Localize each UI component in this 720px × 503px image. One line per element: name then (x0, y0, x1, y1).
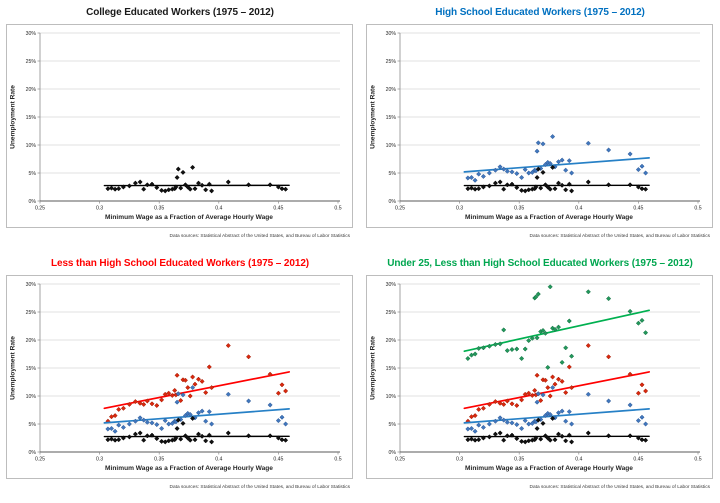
svg-text:20%: 20% (386, 87, 397, 93)
svg-text:0.25: 0.25 (35, 457, 45, 463)
plot-frame-college: 0% 5% 10% 15% 20% 25% 30% 0.25 0.3 0.35 0.4 0.45 0.5… (6, 24, 353, 228)
svg-text:25%: 25% (26, 59, 37, 65)
chart-title-less-than-high-school: Less than High School Educated Workers (… (50, 258, 310, 269)
svg-text:0.45: 0.45 (273, 206, 283, 212)
svg-text:0.5: 0.5 (334, 457, 341, 463)
source-note-text: Data sources: Statistical Abstract of th… (169, 233, 350, 239)
svg-text:0.35: 0.35 (154, 457, 164, 463)
svg-text:0.45: 0.45 (273, 457, 283, 463)
svg-text:Minimum Wage as a Fraction of: Minimum Wage as a Fraction of Average Ho… (465, 214, 633, 221)
svg-text:0.4: 0.4 (575, 206, 582, 212)
svg-text:0%: 0% (389, 450, 397, 456)
plot-frame-less-than-high-school: 0% 5% 10% 15% 20% 25% 30% 0.25 0.3 0.35 0.4 0.45 0.5… (6, 275, 353, 479)
svg-text:Unemployment Rate: Unemployment Rate (10, 85, 17, 149)
source-note: Data sources: Statistical Abstract of th… (169, 484, 350, 490)
source-note-text: Data sources: Statistical Abstract of th… (169, 484, 350, 490)
svg-text:30%: 30% (26, 31, 37, 37)
svg-text:0.3: 0.3 (456, 457, 463, 463)
scatter-plot-high-school: 0% 5% 10% 15% 20% 25% 30% 0.25 0.3 0.35 0.4 0.45 0.5… (370, 31, 702, 221)
svg-text:0.45: 0.45 (633, 206, 643, 212)
chart-title-college: College Educated Workers (1975 – 2012) (86, 7, 274, 18)
svg-text:10%: 10% (386, 394, 397, 400)
svg-text:0.3: 0.3 (96, 457, 103, 463)
svg-text:0.25: 0.25 (35, 206, 45, 212)
svg-text:Minimum Wage as a Fraction of: Minimum Wage as a Fraction of Average Ho… (465, 465, 633, 472)
svg-text:5%: 5% (389, 171, 397, 177)
svg-text:15%: 15% (386, 366, 397, 372)
svg-text:25%: 25% (386, 59, 397, 65)
svg-text:30%: 30% (386, 31, 397, 37)
plot-frame-high-school: 0% 5% 10% 15% 20% 25% 30% 0.25 0.3 0.35 0.4 0.45 0.5… (366, 24, 713, 228)
svg-text:15%: 15% (26, 366, 37, 372)
svg-text:15%: 15% (26, 115, 37, 121)
svg-text:20%: 20% (26, 87, 37, 93)
svg-text:10%: 10% (386, 143, 397, 149)
svg-text:0.5: 0.5 (694, 457, 701, 463)
svg-text:0%: 0% (29, 450, 37, 456)
svg-text:0.25: 0.25 (395, 206, 405, 212)
svg-text:15%: 15% (386, 115, 397, 121)
svg-text:0.35: 0.35 (154, 206, 164, 212)
svg-text:0.35: 0.35 (514, 206, 524, 212)
svg-text:5%: 5% (29, 422, 37, 428)
scatter-plot-under-25-less-than-high-school: 0% 5% 10% 15% 20% 25% 30% 0.25 0.3 0.35 0.4 0.45 0.5… (370, 282, 702, 472)
svg-text:25%: 25% (26, 310, 37, 316)
scatter-plot-less-than-high-school: 0% 5% 10% 15% 20% 25% 30% 0.25 0.3 0.35 0.4 0.45 0.5… (10, 282, 342, 472)
scatter-plot-college: 0% 5% 10% 15% 20% 25% 30% 0.25 0.3 0.35 0.4 0.45 0.5… (10, 31, 342, 221)
chart-cell-high-school: High School Educated Workers (1975 – 201… (360, 0, 720, 251)
chart-cell-under-25-less-than-high-school: Under 25, Less than High School Educated… (360, 251, 720, 503)
svg-text:0.5: 0.5 (334, 206, 341, 212)
svg-text:5%: 5% (29, 171, 37, 177)
source-note: Data sources: Statistical Abstract of th… (529, 233, 710, 239)
svg-text:0.4: 0.4 (215, 457, 222, 463)
svg-text:0%: 0% (29, 199, 37, 205)
svg-text:0.25: 0.25 (395, 457, 405, 463)
source-note-text: Data sources: Statistical Abstract of th… (529, 484, 710, 490)
chart-cell-less-than-high-school: Less than High School Educated Workers (… (0, 251, 360, 503)
svg-text:20%: 20% (386, 338, 397, 344)
source-note-text: Data sources: Statistical Abstract of th… (529, 233, 710, 239)
svg-text:0.45: 0.45 (633, 457, 643, 463)
svg-text:30%: 30% (386, 282, 397, 288)
svg-text:0%: 0% (389, 199, 397, 205)
svg-text:Unemployment Rate: Unemployment Rate (370, 336, 377, 400)
source-note: Data sources: Statistical Abstract of th… (529, 484, 710, 490)
svg-text:10%: 10% (26, 143, 37, 149)
svg-text:0.3: 0.3 (456, 206, 463, 212)
svg-text:10%: 10% (26, 394, 37, 400)
plot-frame-under-25-less-than-high-school: 0% 5% 10% 15% 20% 25% 30% 0.25 0.3 0.35 0.4 0.45 0.5… (366, 275, 713, 479)
svg-text:Unemployment Rate: Unemployment Rate (370, 85, 377, 149)
svg-text:Minimum Wage as a Fraction of: Minimum Wage as a Fraction of Average Ho… (105, 465, 273, 472)
svg-text:Minimum Wage as a Fraction of: Minimum Wage as a Fraction of Average Ho… (105, 214, 273, 221)
svg-text:Unemployment Rate: Unemployment Rate (10, 336, 17, 400)
chart-cell-college: College Educated Workers (1975 – 2012) 0… (0, 0, 360, 251)
svg-text:0.5: 0.5 (694, 206, 701, 212)
svg-text:30%: 30% (26, 282, 37, 288)
chart-title-high-school: High School Educated Workers (1975 – 201… (435, 7, 645, 18)
svg-text:20%: 20% (26, 338, 37, 344)
svg-text:25%: 25% (386, 310, 397, 316)
chart-title-under-25-less-than-high-school: Under 25, Less than High School Educated… (387, 258, 693, 269)
svg-text:0.3: 0.3 (96, 206, 103, 212)
svg-text:5%: 5% (389, 422, 397, 428)
svg-text:0.35: 0.35 (514, 457, 524, 463)
svg-text:0.4: 0.4 (215, 206, 222, 212)
source-note: Data sources: Statistical Abstract of th… (169, 233, 350, 239)
svg-text:0.4: 0.4 (575, 457, 582, 463)
